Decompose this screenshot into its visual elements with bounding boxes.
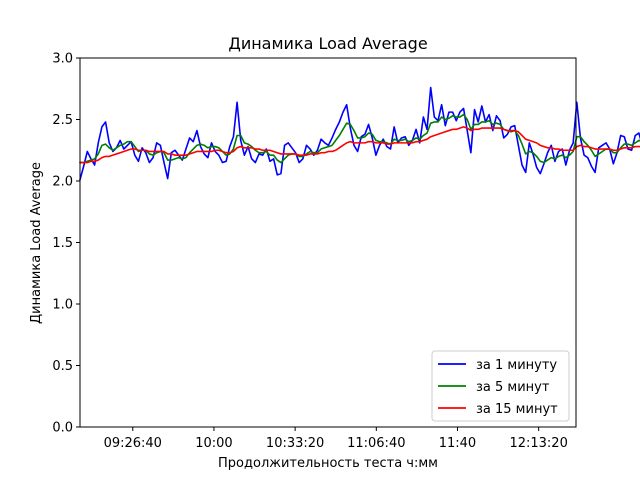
x-axis: 09:26:40 10:00 10:33:20 11:06:40 11:40 12:13:… [104,427,568,451]
legend-label: за 1 минуту [476,358,557,373]
y-tick-label: 0.0 [52,421,73,436]
x-tick-label: 12:13:20 [509,436,567,451]
series-layer [79,86,640,181]
y-tick-label: 2.5 [52,113,73,128]
y-axis: 0.0 0.5 1.0 1.5 2.0 2.5 3.0 [52,52,80,436]
y-tick-label: 3.0 [52,52,73,67]
y-tick-label: 2.0 [52,175,73,190]
legend-box [431,350,570,422]
x-tick-label: 10:00 [195,436,232,451]
series-line-2 [79,113,640,164]
legend: за 1 минуту за 5 минут за 15 минут [431,350,570,422]
x-tick-label: 11:40 [439,436,476,451]
y-tick-label: 0.5 [52,359,73,374]
y-tick-label: 1.5 [52,236,73,251]
legend-label: за 15 минут [476,402,558,417]
x-tick-label: 11:06:40 [347,436,405,451]
legend-label: за 5 минут [476,380,550,395]
chart-title: Динамика Load Average [228,34,427,53]
x-axis-title: Продолжительность теста ч:мм [218,456,438,471]
x-tick-label: 10:33:20 [266,436,324,451]
x-tick-label: 09:26:40 [104,436,162,451]
y-tick-label: 1.0 [52,298,73,313]
y-axis-title: Динамика Load Average [29,162,44,324]
series-line-3 [79,126,640,164]
